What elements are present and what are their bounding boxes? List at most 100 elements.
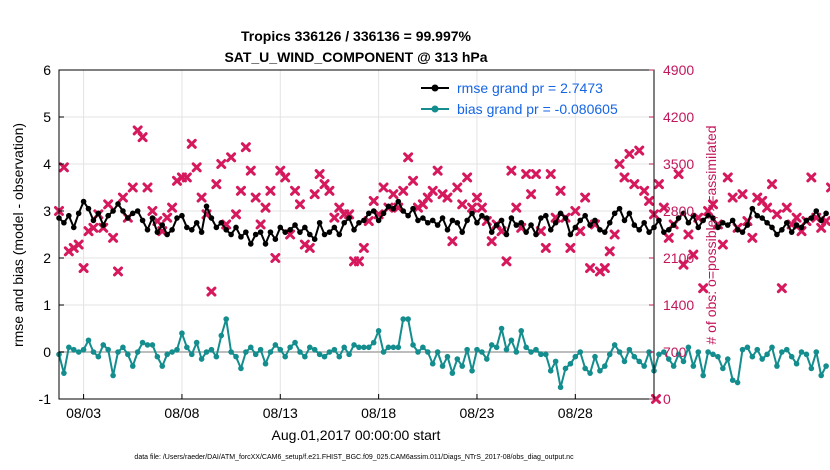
rmse-data-point xyxy=(321,231,328,238)
bias-data-point xyxy=(70,346,77,353)
bias-data-point xyxy=(213,353,220,360)
rmse-data-point xyxy=(454,219,461,226)
obs-possible-marker xyxy=(521,169,532,180)
rmse-data-point xyxy=(680,210,687,217)
obs-possible-marker xyxy=(88,222,99,233)
obs-possible-marker xyxy=(186,138,197,149)
rmse-data-point xyxy=(572,224,579,231)
rmse-data-point xyxy=(306,231,313,238)
rmse-data-point xyxy=(675,215,682,221)
rmse-data-point xyxy=(370,208,377,214)
obs-possible-marker xyxy=(644,195,655,206)
obs-possible-marker xyxy=(216,159,227,169)
obs-possible-marker xyxy=(280,172,291,183)
obs-possible-marker xyxy=(103,199,114,210)
bias-data-point xyxy=(528,349,534,355)
bias-data-point xyxy=(641,363,647,369)
rmse-data-point xyxy=(508,215,515,221)
bias-data-point xyxy=(626,346,633,353)
obs-possible-marker xyxy=(58,162,69,173)
rmse-data-point xyxy=(464,217,470,224)
obs-possible-marker xyxy=(683,229,694,240)
obs-possible-marker xyxy=(137,132,148,143)
obs-possible-marker xyxy=(486,236,497,247)
rmse-data-point xyxy=(297,229,303,235)
rmse-data-point xyxy=(818,217,824,224)
y-right-tick-label: 1400 xyxy=(663,297,694,313)
rmse-data-point xyxy=(577,217,584,224)
bias-data-point xyxy=(823,363,829,369)
bias-data-point xyxy=(602,363,608,369)
bias-data-point xyxy=(611,342,618,348)
bias-data-point xyxy=(636,358,643,365)
bias-data-point xyxy=(587,370,593,376)
y-tick-label: -1 xyxy=(39,391,52,407)
obs-possible-marker xyxy=(698,283,709,294)
rmse-data-point xyxy=(774,231,780,238)
rmse-data-point xyxy=(267,229,274,235)
bias-data-point xyxy=(400,316,407,322)
rmse-data-point xyxy=(788,229,795,235)
bias-data-point xyxy=(547,368,554,374)
bias-data-point xyxy=(365,344,372,351)
bias-data-point xyxy=(203,349,210,355)
bias-data-point xyxy=(729,377,736,384)
rmse-data-point xyxy=(484,215,490,221)
bias-data-point xyxy=(734,379,741,386)
rmse-data-point xyxy=(523,229,529,235)
bias-data-point xyxy=(159,363,166,369)
obs-possible-marker xyxy=(629,179,640,190)
rmse-data-point xyxy=(336,231,343,238)
obs-possible-marker xyxy=(142,182,153,193)
bias-data-point xyxy=(749,353,756,360)
rmse-data-point xyxy=(661,229,667,235)
bias-data-point xyxy=(798,349,805,355)
obs-possible-marker xyxy=(368,195,379,206)
bias-data-point xyxy=(533,346,539,353)
rmse-data-point xyxy=(311,236,318,242)
obs-possible-marker xyxy=(791,212,802,223)
obs-possible-marker xyxy=(191,162,202,173)
bias-data-point xyxy=(61,370,67,376)
y-axis-label: rmse and bias (model - observation) xyxy=(10,123,26,347)
y-tick-label: 1 xyxy=(43,297,51,313)
bias-data-point xyxy=(744,344,751,351)
rmse-data-point xyxy=(641,219,647,226)
rmse-data-point xyxy=(670,222,677,228)
obs-possible-marker xyxy=(609,229,620,240)
bias-data-point xyxy=(233,353,239,360)
rmse-data-point xyxy=(769,224,775,231)
rmse-data-point xyxy=(184,224,190,231)
rmse-data-point xyxy=(695,224,702,231)
bias-data-point xyxy=(390,344,397,351)
rmse-data-point xyxy=(277,224,284,231)
bias-data-point xyxy=(661,349,667,355)
obs-possible-marker xyxy=(408,175,419,186)
bias-data-point xyxy=(257,346,264,353)
bias-data-point xyxy=(429,360,436,367)
obs-possible-marker xyxy=(353,256,364,267)
rmse-data-point xyxy=(449,217,456,224)
bias-data-point xyxy=(90,349,97,355)
bias-data-point xyxy=(764,351,770,358)
bias-data-point xyxy=(774,363,780,369)
rmse-data-point xyxy=(429,217,436,224)
obs-possible-marker xyxy=(688,249,699,260)
bias-data-point xyxy=(105,346,111,353)
bias-data-point xyxy=(326,349,333,355)
y-right-tick-label: 3500 xyxy=(663,156,694,172)
bias-data-point xyxy=(715,353,721,360)
rmse-data-point xyxy=(823,210,829,217)
bias-data-point xyxy=(656,351,662,358)
rmse-data-point xyxy=(734,227,741,233)
rmse-data-point xyxy=(139,217,146,224)
bias-data-point xyxy=(100,342,107,348)
bias-data-point xyxy=(277,346,284,353)
bias-data-point xyxy=(321,353,328,360)
bias-data-point xyxy=(567,360,574,367)
bias-data-point xyxy=(252,351,259,358)
rmse-data-point xyxy=(361,217,367,224)
bias-data-point xyxy=(223,316,229,322)
bias-data-point xyxy=(690,363,697,369)
obs-possible-marker xyxy=(821,216,830,227)
